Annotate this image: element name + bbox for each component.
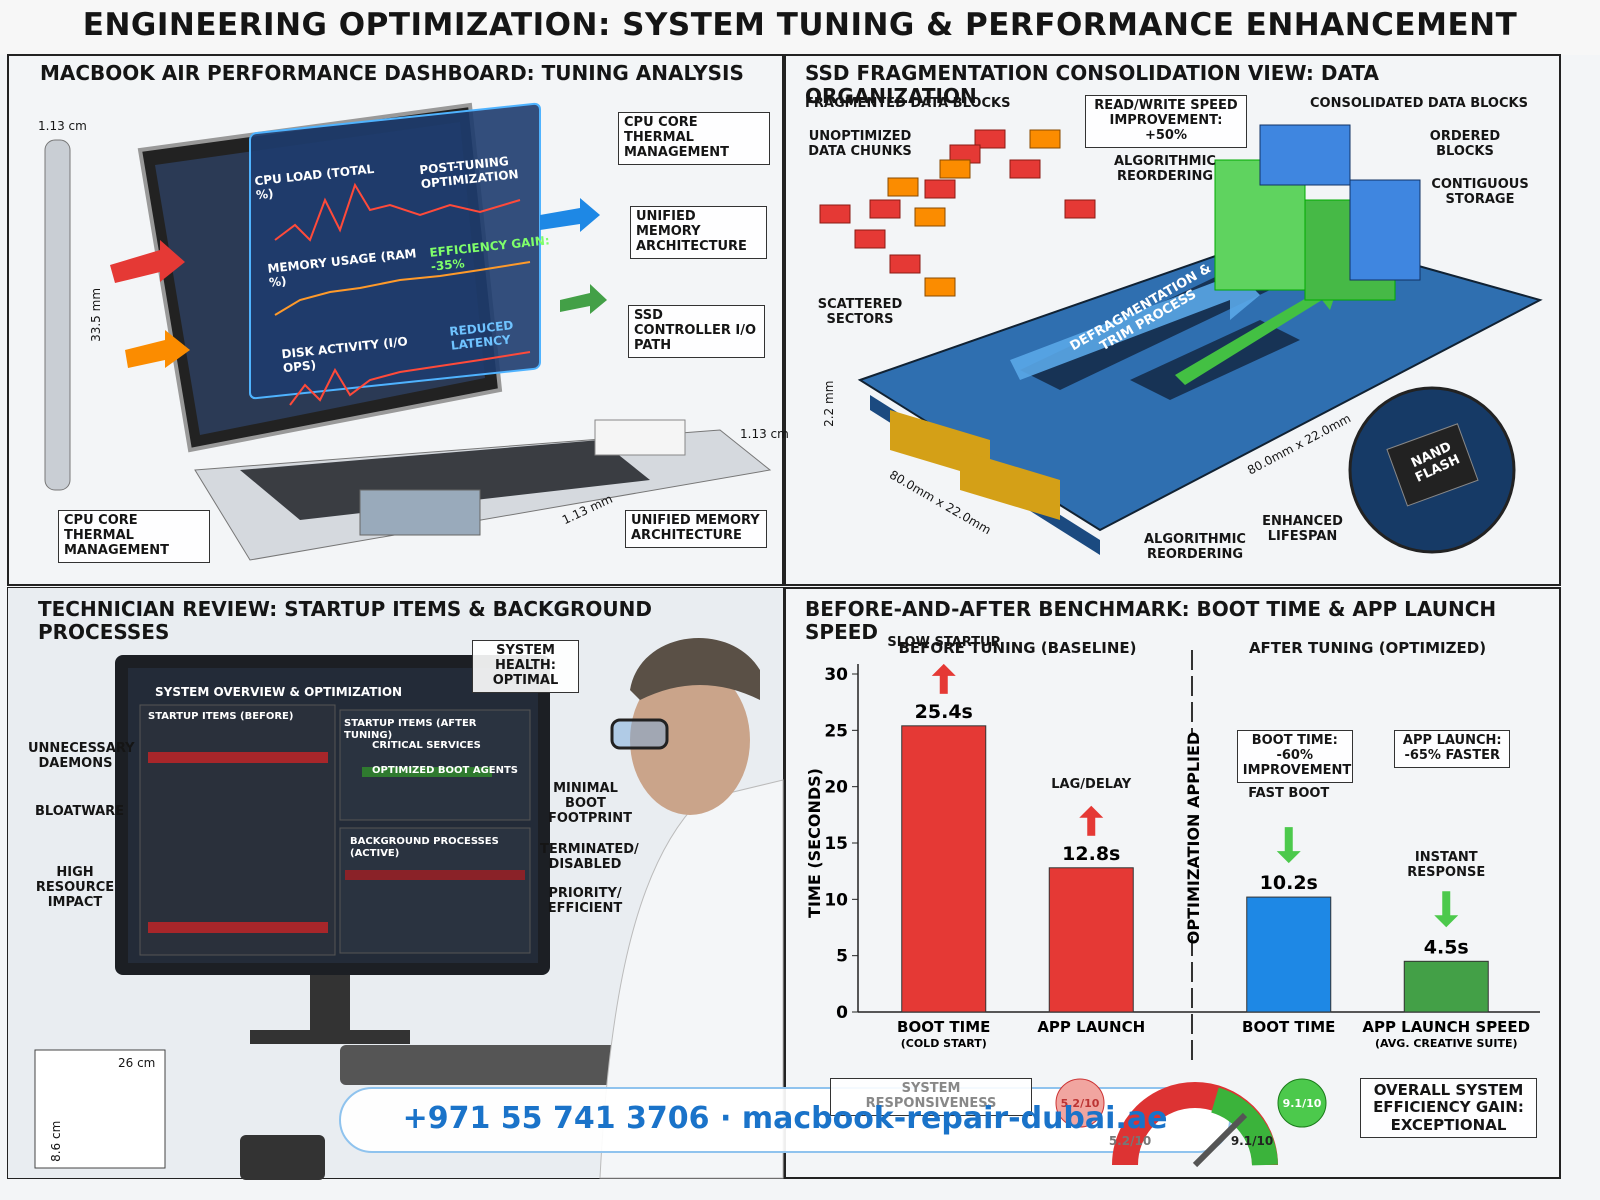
dimension: 1.13 cm [740,427,789,441]
callout: SSD CONTROLLER I/O PATH [628,305,765,358]
contact: +971 55 741 3706 · macbook-repair-dubai.… [402,1101,1168,1136]
ssd-label: ALGORITHMIC REORDERING [1114,154,1216,184]
value-label: 10.2s [1260,872,1318,894]
x-tick-label: BOOT TIME [897,1018,990,1036]
dimension: 26 cm [118,1056,156,1070]
tech-label: BLOATWARE [35,804,125,819]
callout: BOOT TIME: -60% IMPROVEMENT [1236,730,1353,783]
technician-illustration [8,588,784,1180]
y-tick-label: 30 [824,665,848,685]
callout: CPU CORE THERMAL MANAGEMENT [618,112,770,165]
y-tick-label: 25 [824,721,848,741]
y-tick-label: 15 [824,834,848,854]
screen-text: STARTUP ITEMS (AFTER TUNING) [344,718,477,741]
gauge-arc-good [1210,1087,1278,1166]
screen-text: BACKGROUND PROCESSES (ACTIVE) [350,836,499,859]
bar [1403,960,1489,1013]
ssd-illustration [819,124,1543,555]
panel-title: MACBOOK AIR PERFORMANCE DASHBOARD: TUNIN… [40,61,744,85]
page-title: ENGINEERING OPTIMIZATION: SYSTEM TUNING … [82,7,1518,43]
y-tick-label: 5 [836,947,848,967]
x-tick-label: BOOT TIME [1242,1018,1335,1036]
laptop-illustration [44,102,772,561]
divider-backing [1180,735,1204,935]
gauge-reading: 5.2/10 [1109,1134,1151,1148]
dimension: 8.6 cm [49,1120,64,1162]
x-sublabel: (COLD START) [901,1037,987,1050]
ssd-label: 2.2 mm [822,380,837,427]
ssd-label: CONSOLIDATED DATA BLOCKS [1310,96,1528,111]
gauge-dot [1277,1078,1327,1128]
gauge-label: SYSTEM RESPONSIVENESS [830,1078,1032,1116]
ssd-label: CONTIGUOUS STORAGE [1431,177,1529,207]
x-tick-label: APP LAUNCH SPEED [1362,1018,1530,1036]
tech-label: TERMINATED/ DISABLED [540,842,639,872]
tech-label: HIGH RESOURCE IMPACT [35,865,115,910]
title-band [0,0,1600,55]
bar-note: LAG/DELAY [1051,776,1132,792]
callout: UNIFIED MEMORY ARCHITECTURE [630,206,767,259]
bar-note: INSTANT RESPONSE [1407,850,1486,881]
ssd-label: ENHANCED LIFESPAN [1262,514,1343,544]
bar-note: FAST BOOT [1248,786,1330,802]
group-label: AFTER TUNING (OPTIMIZED) [1248,639,1487,657]
gauge-reading: 5.2/10 [1061,1097,1100,1110]
arrow-head [1434,915,1459,928]
x-tick-label: APP LAUNCH [1037,1018,1145,1036]
y-tick-label: 20 [824,778,848,798]
gauge-dot [1055,1078,1105,1128]
gauge-summary: OVERALL SYSTEM EFFICIENCY GAIN: EXCEPTIO… [1360,1078,1537,1138]
y-axis-label: TIME (SECONDS) [805,768,824,918]
group-label: BEFORE TUNING (BASELINE) [898,639,1137,657]
tech-label: MINIMAL BOOT FOOTPRINT [548,781,632,826]
arrow-head [1276,851,1301,864]
ssd-label: UNOPTIMIZED DATA CHUNKS [808,129,912,159]
ssd-label: ORDERED BLOCKS [1429,129,1501,159]
divider-label: OPTIMIZATION APPLIED [1184,732,1203,944]
screen-text: STARTUP ITEMS (BEFORE) [148,711,294,722]
gauge-reading: 9.1/10 [1283,1097,1322,1110]
screen-text: OPTIMIZED BOOT AGENTS [372,765,519,776]
y-tick-label: 10 [824,890,848,910]
bar [1246,896,1332,1013]
value-label: 25.4s [915,701,973,723]
arrow-head [1079,805,1104,818]
ssd-label: FRAGMENTED DATA BLOCKS [805,96,1011,111]
arrow-head [931,663,956,676]
bar [901,725,987,1013]
screen-text: CRITICAL SERVICES [372,740,481,751]
gauge-reading: 9.1/10 [1231,1134,1273,1148]
ssd-label: READ/WRITE SPEED IMPROVEMENT: +50% [1085,95,1247,148]
ssd-label: ALGORITHMIC REORDERING [1144,532,1246,562]
bar [1048,867,1134,1013]
panel-title: BEFORE-AND-AFTER BENCHMARK: BOOT TIME & … [805,597,1497,644]
dimension: 1.13 cm [38,119,87,133]
screen-text: SYSTEM OVERVIEW & OPTIMIZATION [155,685,403,699]
value-label: 4.5s [1424,936,1469,958]
panel-title: SSD FRAGMENTATION CONSOLIDATION VIEW: DA… [805,61,1379,108]
dimension: 33.5 mm [89,287,104,342]
ssd-label: SCATTERED SECTORS [817,297,903,327]
panel-title: TECHNICIAN REVIEW: STARTUP ITEMS & BACKG… [38,597,652,644]
tech-label: PRIORITY/ EFFICIENT [547,886,623,916]
callout: APP LAUNCH: -65% FASTER [1394,730,1511,768]
x-sublabel: (AVG. CREATIVE SUITE) [1375,1037,1518,1050]
callout: CPU CORE THERMAL MANAGEMENT [58,510,210,563]
y-tick-label: 0 [836,1003,848,1023]
gauge-needle [1192,1112,1248,1168]
tech-label: SYSTEM HEALTH: OPTIMAL [472,640,579,693]
callout: UNIFIED MEMORY ARCHITECTURE [625,510,767,548]
tech-label: UNNECESSARY DAEMONS [28,741,135,771]
bar-note: SLOW STARTUP [887,634,1001,650]
value-label: 12.8s [1062,843,1120,865]
